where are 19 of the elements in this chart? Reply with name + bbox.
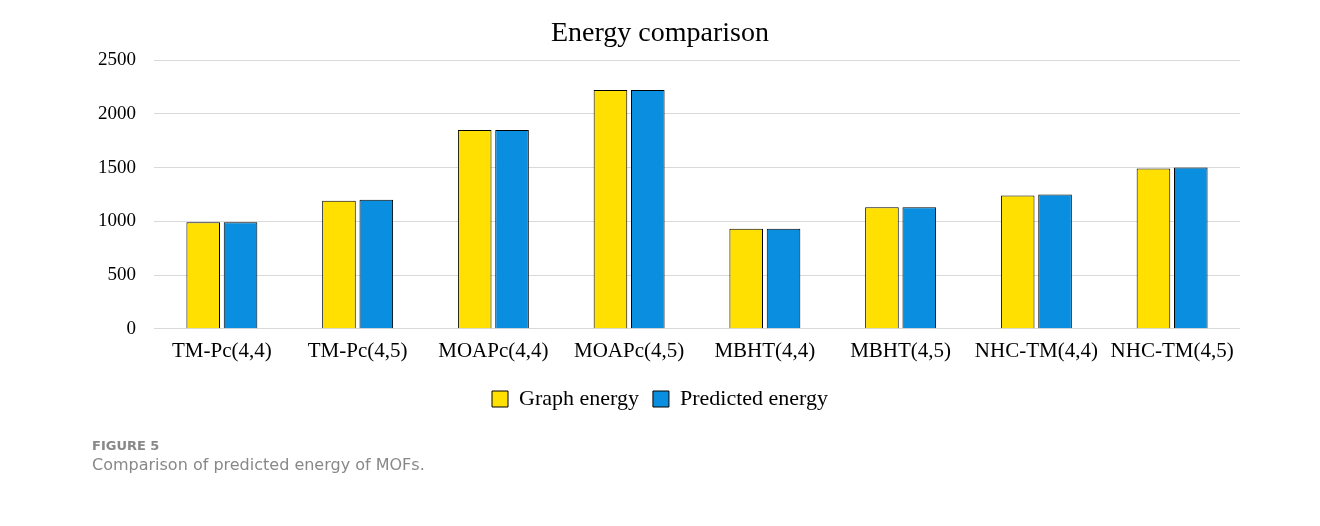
- legend-label: Predicted energy: [679, 384, 828, 410]
- y-tick-label: 1500: [98, 155, 136, 177]
- y-tick-label: 2000: [98, 101, 136, 123]
- x-tick-label: MOAPc(4,5): [574, 337, 685, 362]
- chart-title: Energy comparison: [550, 16, 770, 48]
- x-tick-label: TM-Pc(4,5): [307, 337, 408, 362]
- y-tick-label: 1000: [98, 209, 136, 231]
- x-tick-label: MOAPc(4,4): [438, 337, 549, 362]
- caption: FIGURE 5: [92, 438, 161, 453]
- x-tick-label: MBHT(4,5): [850, 337, 952, 362]
- y-tick-label: 0: [126, 316, 136, 338]
- legend-label: Graph energy: [519, 384, 639, 410]
- y-tick-label: 500: [107, 263, 136, 285]
- text: Comparison of predicted energy of MOFs.: [92, 455, 426, 474]
- y-tick-label: 2500: [98, 47, 136, 69]
- x-tick-label: NHC-TM(4,5): [1110, 337, 1234, 362]
- x-tick-label: TM-Pc(4,4): [172, 337, 272, 362]
- x-tick-label: MBHT(4,4): [714, 337, 816, 362]
- x-tick-label: NHC-TM(4,4): [974, 337, 1098, 362]
